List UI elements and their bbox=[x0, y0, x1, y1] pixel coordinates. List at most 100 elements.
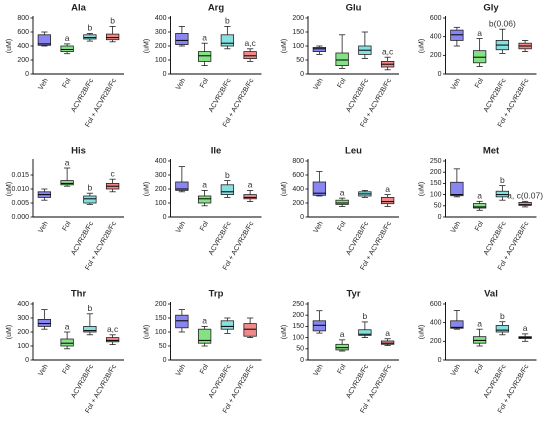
annotation: a bbox=[202, 180, 207, 190]
box bbox=[60, 180, 74, 186]
panel-title: His bbox=[71, 146, 86, 157]
x-tick-label: Fol bbox=[199, 220, 210, 232]
annotation: b bbox=[225, 170, 230, 180]
box bbox=[518, 202, 532, 206]
panel-title: Met bbox=[483, 146, 500, 157]
y-tick-label: 600 bbox=[430, 301, 442, 308]
y-tick-label: 400 bbox=[430, 320, 442, 327]
y-tick-label: 200 bbox=[155, 301, 167, 308]
box bbox=[197, 51, 212, 62]
y-tick-label: 100 bbox=[292, 43, 304, 50]
y-tick-label: 200 bbox=[430, 52, 442, 59]
x-tick-label: Fol bbox=[337, 220, 348, 232]
y-tick-label: 400 bbox=[155, 15, 167, 22]
y-tick-label: 250 bbox=[292, 301, 304, 308]
box bbox=[60, 45, 74, 52]
y-tick-label: 50 bbox=[159, 343, 167, 350]
y-tick-label: 100 bbox=[155, 329, 167, 336]
x-tick-label: Veh bbox=[175, 363, 187, 377]
panel-title: Leu bbox=[345, 146, 362, 157]
y-tick-label: 0 bbox=[25, 357, 29, 364]
box bbox=[312, 47, 327, 53]
annotation: a bbox=[477, 191, 482, 201]
y-tick-label: 0 bbox=[25, 71, 29, 78]
box bbox=[60, 338, 74, 347]
annotation: a bbox=[385, 184, 390, 194]
x-tick-label: Veh bbox=[450, 77, 462, 91]
y-tick-label: 0 bbox=[163, 357, 167, 364]
y-tick-label: 200 bbox=[292, 200, 304, 207]
y-tick-label: 0 bbox=[300, 71, 304, 78]
y-tick-label: 300 bbox=[17, 315, 29, 322]
x-tick-label: Fol bbox=[337, 363, 348, 375]
x-tick-label: Fol bbox=[474, 363, 485, 375]
y-tick-label: 200 bbox=[17, 57, 29, 64]
y-tick-label: 600 bbox=[292, 172, 304, 179]
y-tick-label: 0 bbox=[300, 357, 304, 364]
annotation: a bbox=[477, 28, 482, 38]
x-tick-label: Veh bbox=[38, 77, 50, 91]
x-tick-label: ACVR2B/Fc bbox=[70, 77, 95, 114]
x-tick-label: ACVR2B/Fc bbox=[483, 363, 508, 400]
x-tick-label: ACVR2B/Fc bbox=[208, 363, 233, 400]
panel-title: Glu bbox=[346, 3, 362, 14]
y-tick-label: 600 bbox=[430, 15, 442, 22]
x-tick-label: Veh bbox=[313, 77, 325, 91]
box bbox=[495, 190, 510, 198]
x-tick-label: Veh bbox=[313, 363, 325, 377]
x-tick-label: Veh bbox=[450, 363, 462, 377]
annotation: a bbox=[340, 187, 345, 197]
x-tick-label: Fol bbox=[474, 77, 485, 89]
y-tick-label: 300 bbox=[155, 29, 167, 36]
y-axis-label: (uM) bbox=[281, 39, 288, 53]
y-tick-label: 0 bbox=[438, 214, 442, 221]
box bbox=[380, 340, 395, 345]
y-tick-label: 0.000 bbox=[11, 214, 29, 221]
box bbox=[37, 318, 52, 327]
x-tick-label: Veh bbox=[38, 220, 50, 234]
box bbox=[175, 314, 189, 329]
box bbox=[380, 196, 395, 205]
annotation: a,c bbox=[107, 324, 119, 334]
box bbox=[197, 328, 212, 344]
panel-title: Gly bbox=[483, 3, 499, 14]
y-tick-label: 0 bbox=[438, 357, 442, 364]
y-tick-label: 400 bbox=[292, 186, 304, 193]
y-axis-label: (uM) bbox=[281, 325, 288, 339]
x-tick-label: Fol bbox=[199, 77, 210, 89]
box bbox=[175, 181, 189, 191]
y-axis-label: (uM) bbox=[143, 39, 150, 53]
panel-title: Ile bbox=[211, 146, 222, 157]
y-tick-label: 400 bbox=[17, 43, 29, 50]
box bbox=[335, 343, 349, 351]
box bbox=[37, 34, 52, 46]
y-axis-label: (uM) bbox=[143, 182, 150, 196]
y-tick-label: 200 bbox=[17, 329, 29, 336]
annotation: a bbox=[523, 323, 528, 333]
y-tick-label: 100 bbox=[292, 334, 304, 341]
y-tick-label: 150 bbox=[292, 29, 304, 36]
y-tick-label: 200 bbox=[430, 338, 442, 345]
annotation: a bbox=[477, 318, 482, 328]
annotation: b bbox=[88, 23, 93, 33]
y-tick-label: 50 bbox=[296, 57, 304, 64]
panel-title: Tyr bbox=[346, 289, 360, 300]
x-tick-label: ACVR2B/Fc bbox=[483, 77, 508, 114]
y-tick-label: 400 bbox=[17, 301, 29, 308]
y-tick-label: 600 bbox=[17, 29, 29, 36]
x-tick-label: Veh bbox=[450, 220, 462, 234]
box bbox=[220, 184, 235, 196]
x-tick-label: Fol bbox=[199, 363, 210, 375]
y-axis-label: (uM) bbox=[418, 182, 425, 196]
y-tick-label: 150 bbox=[292, 323, 304, 330]
y-tick-label: 0 bbox=[163, 71, 167, 78]
annotation: a bbox=[65, 157, 70, 167]
y-tick-label: 150 bbox=[430, 180, 442, 187]
y-tick-label: 200 bbox=[292, 312, 304, 319]
box bbox=[335, 52, 349, 66]
box bbox=[472, 203, 487, 209]
box bbox=[312, 320, 327, 332]
annotation: a bbox=[65, 33, 70, 43]
x-tick-label: Fol bbox=[474, 220, 485, 232]
